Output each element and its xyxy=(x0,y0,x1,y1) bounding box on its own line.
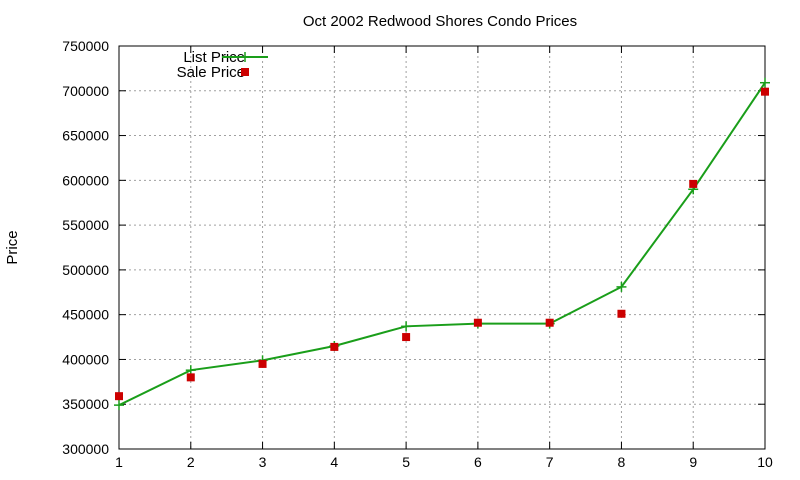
y-tick-label: 500000 xyxy=(62,262,109,278)
data-point xyxy=(545,318,554,327)
y-tick-label: 650000 xyxy=(62,128,109,144)
x-tick-label: 1 xyxy=(115,454,123,470)
chart-title: Oct 2002 Redwood Shores Condo Prices xyxy=(303,13,577,30)
y-axis-label: Price xyxy=(4,230,21,264)
y-tick-label: 600000 xyxy=(62,172,109,188)
data-point xyxy=(616,281,627,292)
data-point xyxy=(761,87,769,96)
x-tick-label: 7 xyxy=(546,454,554,470)
series-line xyxy=(118,82,766,407)
data-point xyxy=(760,77,770,88)
data-point xyxy=(330,342,339,351)
data-point xyxy=(115,392,123,401)
data-point xyxy=(689,179,698,188)
series-sale-price xyxy=(115,87,769,401)
y-tick-label: 400000 xyxy=(62,351,109,367)
x-tick-label: 3 xyxy=(259,454,267,470)
data-point xyxy=(473,318,482,327)
data-point xyxy=(402,333,411,342)
grid-lines xyxy=(119,46,765,449)
y-tick-label: 350000 xyxy=(62,396,109,412)
data-point xyxy=(617,309,626,318)
axis-ticks: 300000 350000 400000 450000 500000 550000 6000… xyxy=(62,38,773,470)
series-layer xyxy=(114,77,770,411)
x-tick-label: 5 xyxy=(402,454,410,470)
series-list-price xyxy=(114,77,770,411)
y-tick-label: 450000 xyxy=(62,307,109,323)
data-point xyxy=(186,373,195,382)
x-tick-label: 8 xyxy=(618,454,626,470)
legend-label: Sale Price xyxy=(177,64,245,81)
plot-frame xyxy=(118,45,766,450)
x-tick-label: 10 xyxy=(757,454,773,470)
y-tick-label: 550000 xyxy=(62,217,109,233)
data-point xyxy=(401,321,412,332)
data-point xyxy=(258,359,267,368)
legend-label: List Price xyxy=(183,49,245,66)
x-tick-label: 9 xyxy=(689,454,697,470)
y-tick-label: 700000 xyxy=(62,83,109,99)
legend-swatch-marker xyxy=(240,52,250,62)
legend-swatch-marker xyxy=(241,68,249,76)
y-tick-label: 300000 xyxy=(62,441,109,457)
x-tick-label: 4 xyxy=(330,454,338,470)
y-tick-label: 750000 xyxy=(62,38,109,54)
data-point xyxy=(114,400,124,411)
x-tick-label: 2 xyxy=(187,454,195,470)
x-tick-label: 6 xyxy=(474,454,482,470)
